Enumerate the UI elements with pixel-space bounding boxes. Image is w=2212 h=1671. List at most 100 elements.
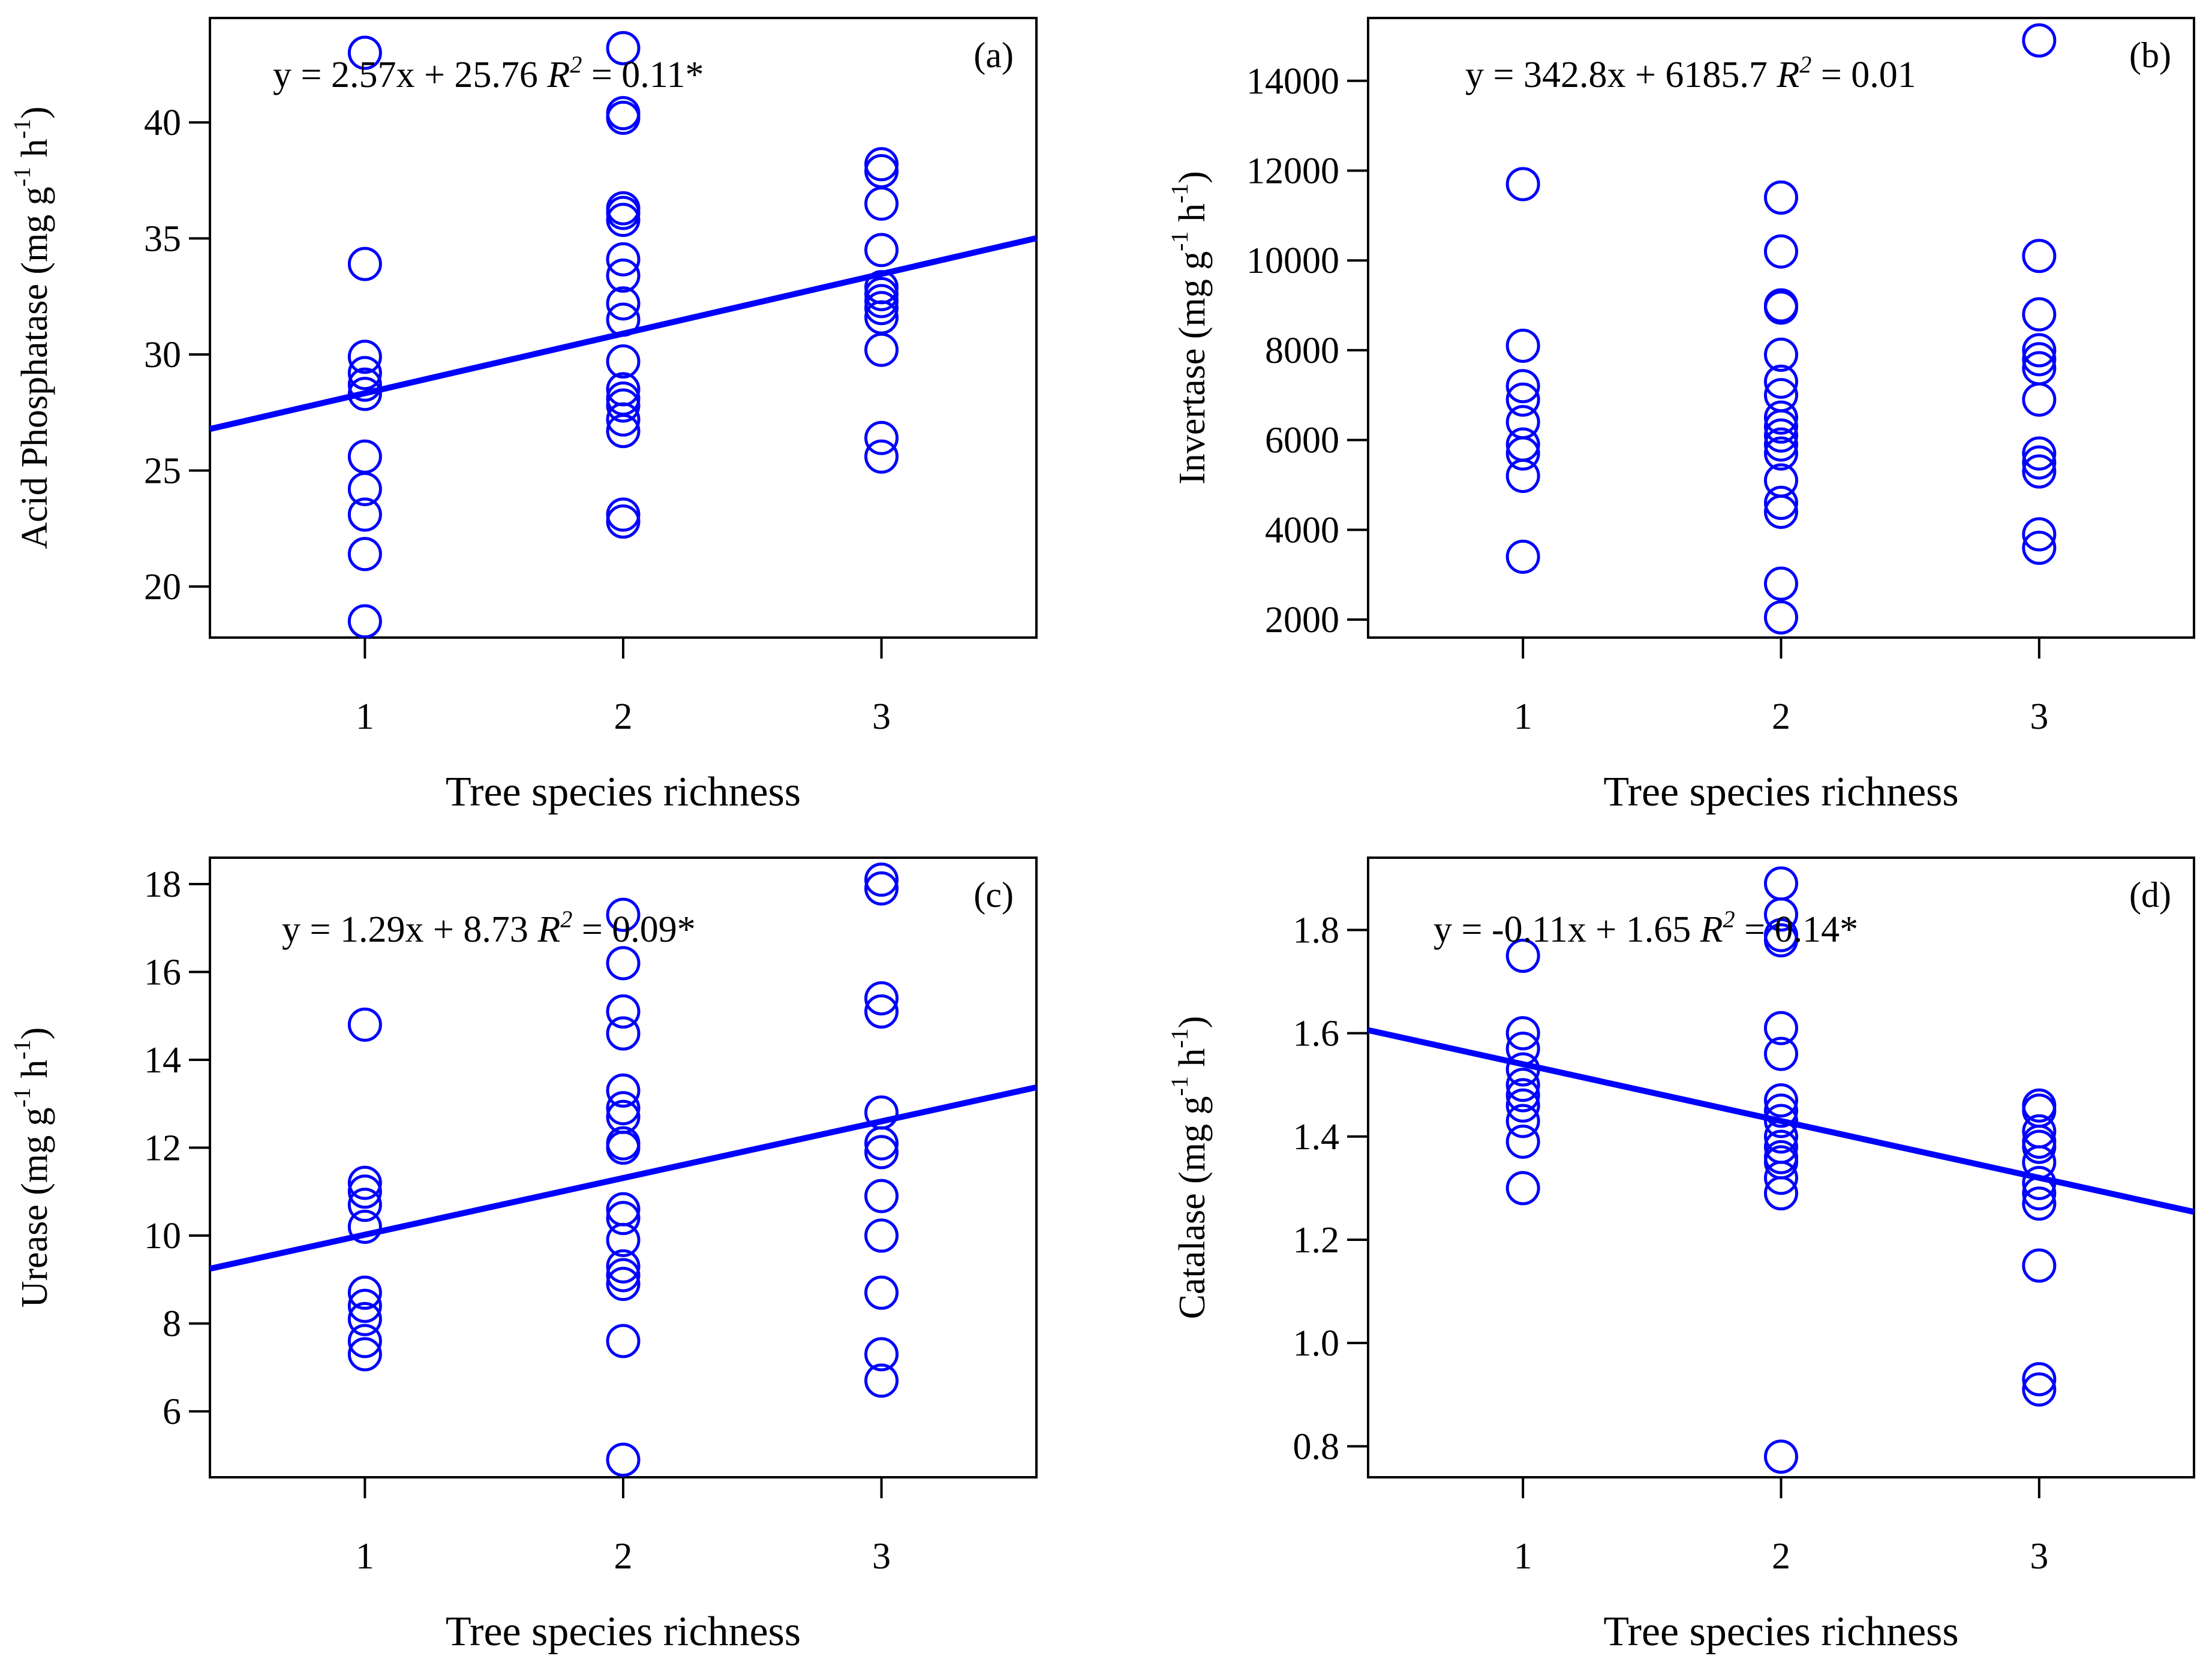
data-point [864, 1363, 899, 1398]
y-tick-label: 40 [144, 103, 181, 143]
equation-superscript: 2 [560, 906, 572, 933]
data-point [1505, 369, 1540, 404]
panel-b: 1 2 3 2000 4000 6000 8000 10000 12000 14000 Tree s… [1166, 17, 2195, 815]
data-point [1764, 897, 1798, 932]
data-point [606, 497, 641, 532]
y-axis-label-text: h [14, 139, 55, 167]
regression-equation: y = 2.57x + 25.76 R2 = 0.11* [273, 51, 704, 95]
y-tick-label: 6 [163, 1392, 181, 1432]
data-point [864, 439, 899, 474]
y-axis-label-superscript: -1 [1166, 232, 1193, 251]
data-point [2022, 1129, 2057, 1164]
data-points [347, 31, 899, 639]
data-point [347, 1337, 382, 1372]
y-tick-label: 8000 [1265, 330, 1339, 371]
data-point [606, 1016, 641, 1051]
data-point [606, 388, 641, 423]
data-point [1764, 566, 1798, 601]
data-point [1764, 600, 1798, 635]
data-point [606, 1249, 641, 1284]
panel-label: (a) [973, 35, 1014, 75]
equation-r: R [1700, 909, 1723, 950]
data-point [1764, 364, 1798, 399]
data-point [864, 291, 899, 326]
data-point [864, 147, 899, 182]
panel-label: (d) [2129, 875, 2171, 915]
data-point [2022, 342, 2057, 377]
y-tick-label: 12000 [1246, 151, 1339, 192]
data-point [2022, 454, 2057, 489]
regression-equation: y = 342.8x + 6185.7 R2 = 0.01 [1465, 51, 1916, 95]
equation-r: R [1776, 55, 1799, 95]
y-axis-label: Invertase (mg g-1 h-1) [1166, 171, 1213, 485]
y-tick-label: 1.6 [1293, 1014, 1340, 1054]
data-point [1505, 382, 1540, 417]
regression-equation: y = 1.29x + 8.73 R2 = 0.09* [282, 906, 696, 950]
data-point [606, 1131, 641, 1165]
y-tick-label: 8 [163, 1304, 181, 1345]
y-axis-label-superscript: -1 [8, 119, 35, 139]
y-tick-label: 16 [144, 952, 181, 993]
data-point [1764, 288, 1798, 323]
data-point [606, 344, 641, 379]
x-tick-label: 2 [1772, 1536, 1790, 1577]
data-point [864, 332, 899, 367]
y-tick-label: 20 [144, 567, 181, 608]
y-tick-label: 14 [144, 1040, 181, 1081]
x-tick-label: 1 [356, 696, 374, 737]
equation-r: R [537, 909, 560, 950]
regression-line [209, 1084, 1038, 1272]
data-point [1505, 1124, 1540, 1159]
data-point [1764, 866, 1798, 901]
y-tick-label: 4000 [1265, 510, 1339, 551]
data-point [864, 981, 899, 1015]
x-tick-label: 2 [1772, 696, 1790, 737]
data-point [2022, 517, 2057, 552]
data-point [1764, 400, 1798, 435]
data-points [347, 862, 899, 1477]
data-point [1764, 409, 1798, 444]
data-point [864, 1218, 899, 1253]
data-point [2022, 382, 2057, 417]
data-point [1764, 1083, 1798, 1118]
data-point [347, 497, 382, 532]
y-axis-label-text: ) [1172, 171, 1213, 184]
data-point [2022, 333, 2057, 368]
data-point [864, 862, 899, 897]
data-point [1764, 180, 1798, 215]
y-axis-label-text: Catalase (mg g [1172, 1096, 1213, 1319]
y-axis-label: Urease (mg g-1 h-1) [8, 1027, 56, 1308]
data-point [864, 1275, 899, 1310]
regression-line [209, 235, 1038, 432]
data-point [864, 1135, 899, 1170]
y-tick-label: 2000 [1265, 600, 1339, 641]
data-point [347, 471, 382, 506]
data-point [2022, 445, 2057, 480]
x-tick-label: 1 [356, 1536, 374, 1577]
data-point [1505, 1088, 1540, 1123]
panel-a: 1 2 3 20 25 30 35 40 Tree species richness Acid P… [8, 17, 1038, 815]
data-point [1764, 1176, 1798, 1211]
panel-label: (c) [973, 875, 1014, 915]
data-point [347, 1007, 382, 1042]
y-tick-label: 12 [144, 1128, 181, 1169]
data-point [2022, 239, 2057, 274]
data-point [606, 994, 641, 1029]
data-point [1505, 539, 1540, 574]
plot-frame [209, 17, 1038, 639]
equation-text: y = -0.11x + 1.65 [1433, 909, 1700, 950]
x-tick-label: 1 [1514, 1536, 1532, 1577]
data-point [864, 1337, 899, 1372]
data-point [1764, 290, 1798, 325]
regression-line [1367, 1027, 2195, 1215]
y-axis-label-text: ) [14, 1027, 55, 1040]
data-point [606, 1091, 641, 1126]
x-tick-label: 2 [614, 696, 633, 737]
data-point [1764, 1093, 1798, 1128]
data-point [1764, 436, 1798, 471]
x-tick-label: 3 [2030, 696, 2048, 737]
data-point [1505, 1078, 1540, 1113]
data-point [347, 339, 382, 374]
data-point [864, 420, 899, 455]
